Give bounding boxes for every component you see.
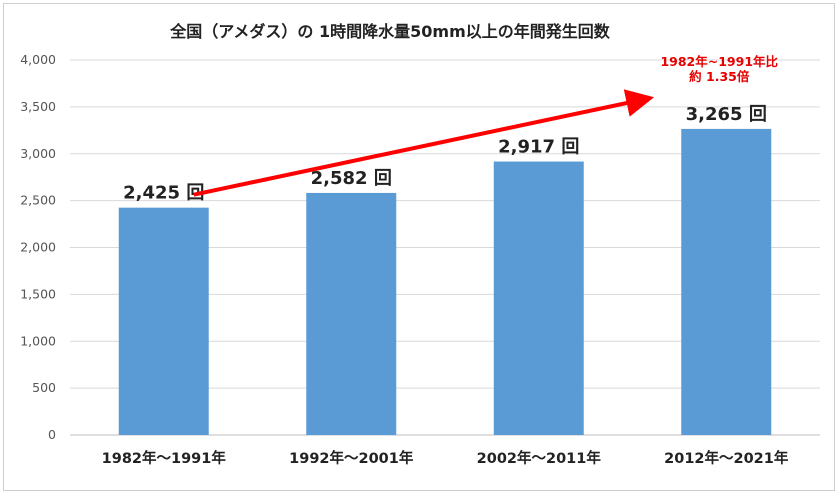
y-tick-label: 4,000 bbox=[20, 52, 56, 67]
data-label: 2,425 回 bbox=[123, 183, 204, 204]
data-label: 2,582 回 bbox=[311, 168, 392, 189]
y-tick-label: 0 bbox=[48, 427, 56, 442]
annotation-line-1: 1982年~1991年比 bbox=[660, 54, 778, 69]
annotation: 1982年~1991年比 約 1.35倍 bbox=[193, 54, 779, 197]
y-axis: 0 500 1,000 1,500 2,000 2,500 3,000 3,500 4,000 bbox=[20, 52, 56, 442]
x-axis: 1982年～1991年 1992年～2001年 2002年～2011年 2012年～2… bbox=[102, 449, 789, 467]
trend-arrow bbox=[193, 89, 655, 197]
y-tick-label: 1,500 bbox=[20, 286, 56, 301]
y-tick-label: 500 bbox=[32, 380, 56, 395]
y-tick-label: 1,000 bbox=[20, 333, 56, 348]
x-tick-label: 1992年～2001年 bbox=[289, 449, 414, 467]
data-labels: 2,425 回 2,582 回 2,917 回 3,265 回 bbox=[123, 104, 767, 204]
bar bbox=[306, 192, 397, 435]
bar bbox=[493, 161, 584, 435]
y-tick-label: 3,500 bbox=[20, 99, 56, 114]
bar bbox=[681, 128, 772, 435]
x-tick-label: 2002年～2011年 bbox=[477, 449, 602, 467]
annotation-line-2: 約 1.35倍 bbox=[689, 69, 750, 84]
y-tick-label: 2,500 bbox=[20, 193, 56, 208]
y-tick-label: 2,000 bbox=[20, 240, 56, 255]
chart-title: 全国（アメダス）の 1時間降水量50mm以上の年間発生回数 bbox=[169, 22, 611, 41]
data-label: 2,917 回 bbox=[498, 137, 579, 158]
x-tick-label: 2012年～2021年 bbox=[664, 449, 789, 467]
bars bbox=[118, 128, 772, 435]
y-tick-label: 3,000 bbox=[20, 146, 56, 161]
x-tick-label: 1982年～1991年 bbox=[102, 449, 227, 467]
data-label: 3,265 回 bbox=[686, 104, 767, 125]
bar bbox=[118, 207, 209, 435]
